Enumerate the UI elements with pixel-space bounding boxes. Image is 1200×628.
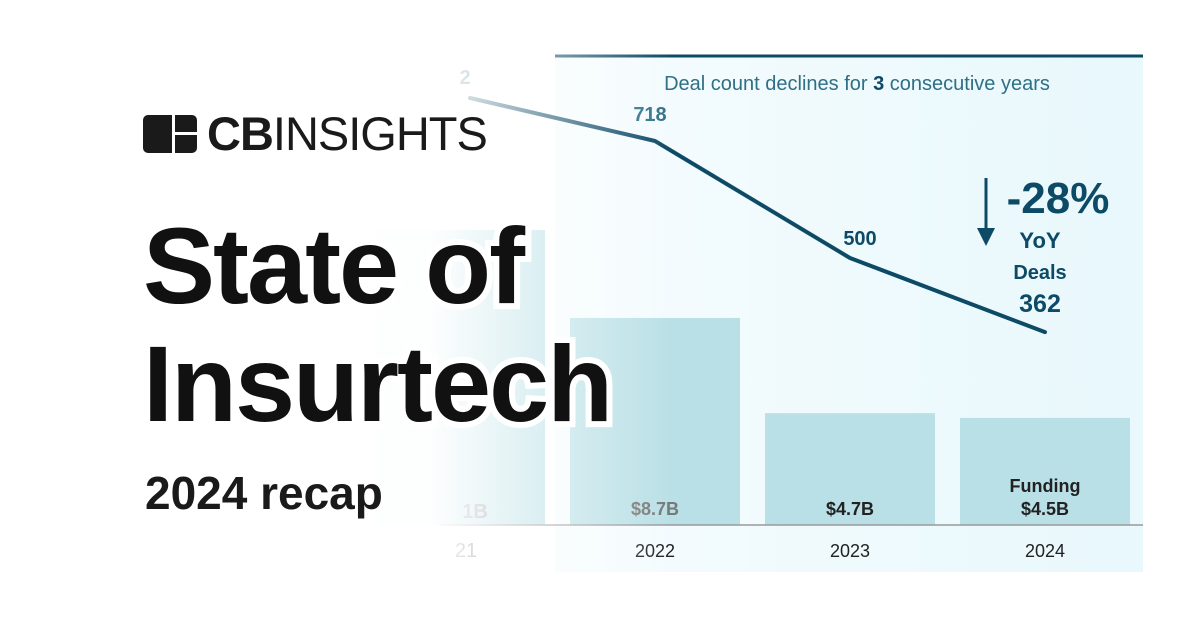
funding-value-label: $4.7B	[826, 499, 874, 519]
deals-series-label: Deals	[1013, 262, 1066, 284]
x-tick-label: 2023	[830, 541, 870, 561]
logo-text-light: INSIGHTS	[272, 107, 488, 160]
page-title-line1: State of	[137, 205, 531, 326]
cb-insights-logo-mark	[143, 114, 197, 153]
deal-value-label: 362	[1019, 290, 1061, 318]
chart-title: Deal count declines for 3 consecutive ye…	[664, 73, 1050, 95]
deal-value-label: 718	[633, 104, 666, 126]
funding-series-label: Funding	[1010, 476, 1081, 496]
yoy-change: -28%	[1007, 174, 1110, 223]
cb-insights-logo: CBINSIGHTS	[143, 107, 488, 160]
x-tick-label-partial: 21	[455, 540, 477, 562]
page-title-line2: Insurtech	[137, 323, 619, 444]
funding-value-label: $8.7B	[631, 499, 679, 519]
subtitle: 2024 recap	[145, 467, 383, 519]
deal-label-partial: 2	[459, 67, 470, 89]
bar-label-partial: 1B	[462, 501, 488, 523]
yoy-label: YoY	[1019, 228, 1060, 253]
deal-value-label: 500	[843, 228, 876, 250]
funding-value-label: $4.5B	[1021, 499, 1069, 519]
x-tick-label: 2024	[1025, 541, 1065, 561]
logo-text-bold: CB	[207, 107, 274, 160]
x-tick-label: 2022	[635, 541, 675, 561]
